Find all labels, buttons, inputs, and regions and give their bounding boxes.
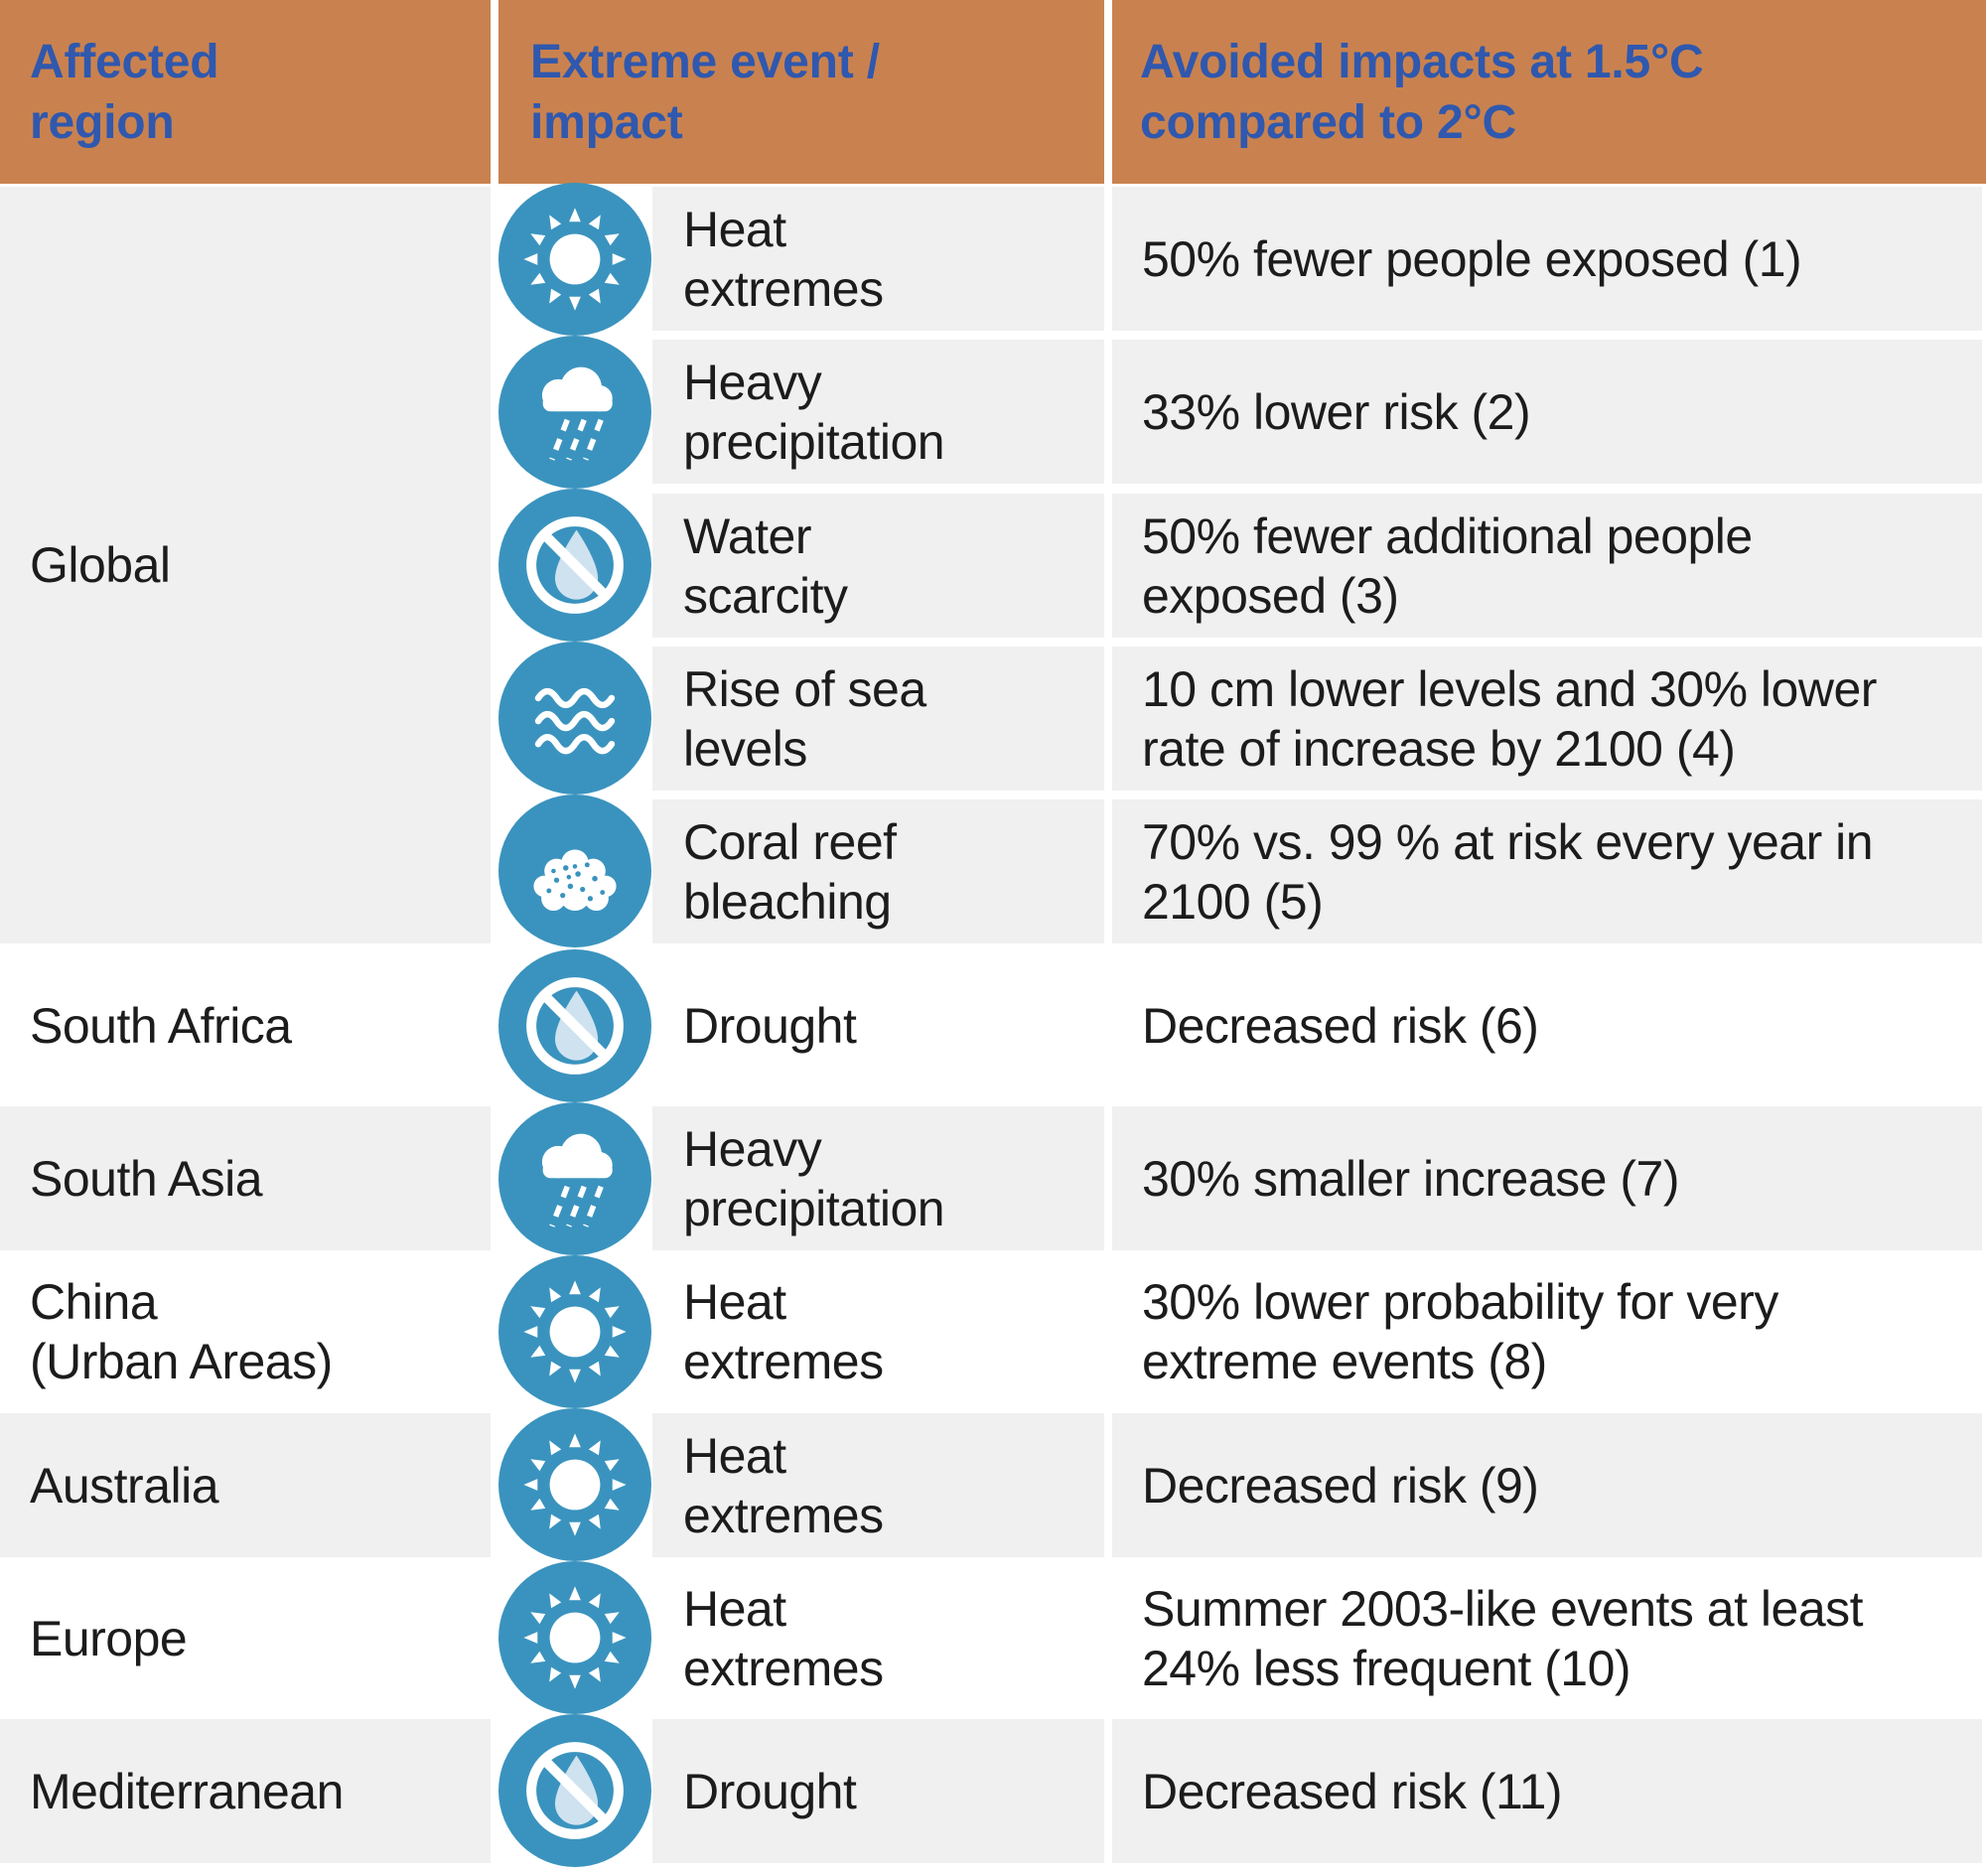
region-cell-mediterranean: Mediterranean	[0, 1719, 491, 1863]
event-cell: Drought	[652, 953, 1104, 1097]
sun-icon	[498, 183, 651, 336]
event-cell: Drought	[652, 1719, 1104, 1863]
no-water-drop-icon	[498, 489, 651, 642]
impact-cell: Decreased risk (9)	[1112, 1413, 1982, 1557]
event-cell: Heat extremes	[652, 1259, 1104, 1403]
rain-cloud-icon	[498, 336, 651, 489]
impact-cell: 70% vs. 99 % at risk every year in 2100 …	[1112, 799, 1982, 943]
event-cell: Heavy precipitation	[652, 1106, 1104, 1250]
region-cell-australia: Australia	[0, 1413, 491, 1557]
impact-cell: Decreased risk (6)	[1112, 953, 1982, 1097]
rain-cloud-icon	[498, 1102, 651, 1255]
event-cell: Rise of sea levels	[652, 647, 1104, 791]
header-avoided-impacts: Avoided impacts at 1.5°C compared to 2°C	[1112, 0, 1986, 184]
event-cell: Heat extremes	[652, 1566, 1104, 1710]
impact-cell: Decreased risk (11)	[1112, 1719, 1982, 1863]
event-cell: Heavy precipitation	[652, 340, 1104, 484]
sun-icon	[498, 1255, 651, 1408]
impact-cell: 30% smaller increase (7)	[1112, 1106, 1982, 1250]
header-extreme-event-impact: Extreme event / impact	[498, 0, 1104, 184]
impact-cell: 10 cm lower levels and 30% lower rate of…	[1112, 647, 1982, 791]
region-cell-south-asia: South Asia	[0, 1106, 491, 1250]
region-cell-europe: Europe	[0, 1566, 491, 1710]
no-water-drop-icon	[498, 949, 651, 1102]
event-cell: Coral reef bleaching	[652, 799, 1104, 943]
impact-cell: 50% fewer people exposed (1)	[1112, 187, 1982, 331]
sun-icon	[498, 1408, 651, 1561]
coral-icon	[498, 794, 651, 947]
region-cell-china: China (Urban Areas)	[0, 1259, 491, 1403]
region-cell-south-africa: South Africa	[0, 953, 491, 1097]
event-cell: Water scarcity	[652, 494, 1104, 638]
no-water-drop-icon	[498, 1714, 651, 1867]
impact-cell: 50% fewer additional people exposed (3)	[1112, 494, 1982, 638]
region-cell-global: Global	[0, 187, 491, 943]
sun-icon	[498, 1561, 651, 1714]
impact-cell: 33% lower risk (2)	[1112, 340, 1982, 484]
impact-cell: Summer 2003-like events at least 24% les…	[1112, 1566, 1982, 1710]
event-cell: Heat extremes	[652, 187, 1104, 331]
event-cell: Heat extremes	[652, 1413, 1104, 1557]
header-affected-region: Affected region	[0, 0, 491, 184]
sea-waves-icon	[498, 642, 651, 794]
impact-cell: 30% lower probability for very extreme e…	[1112, 1259, 1982, 1403]
